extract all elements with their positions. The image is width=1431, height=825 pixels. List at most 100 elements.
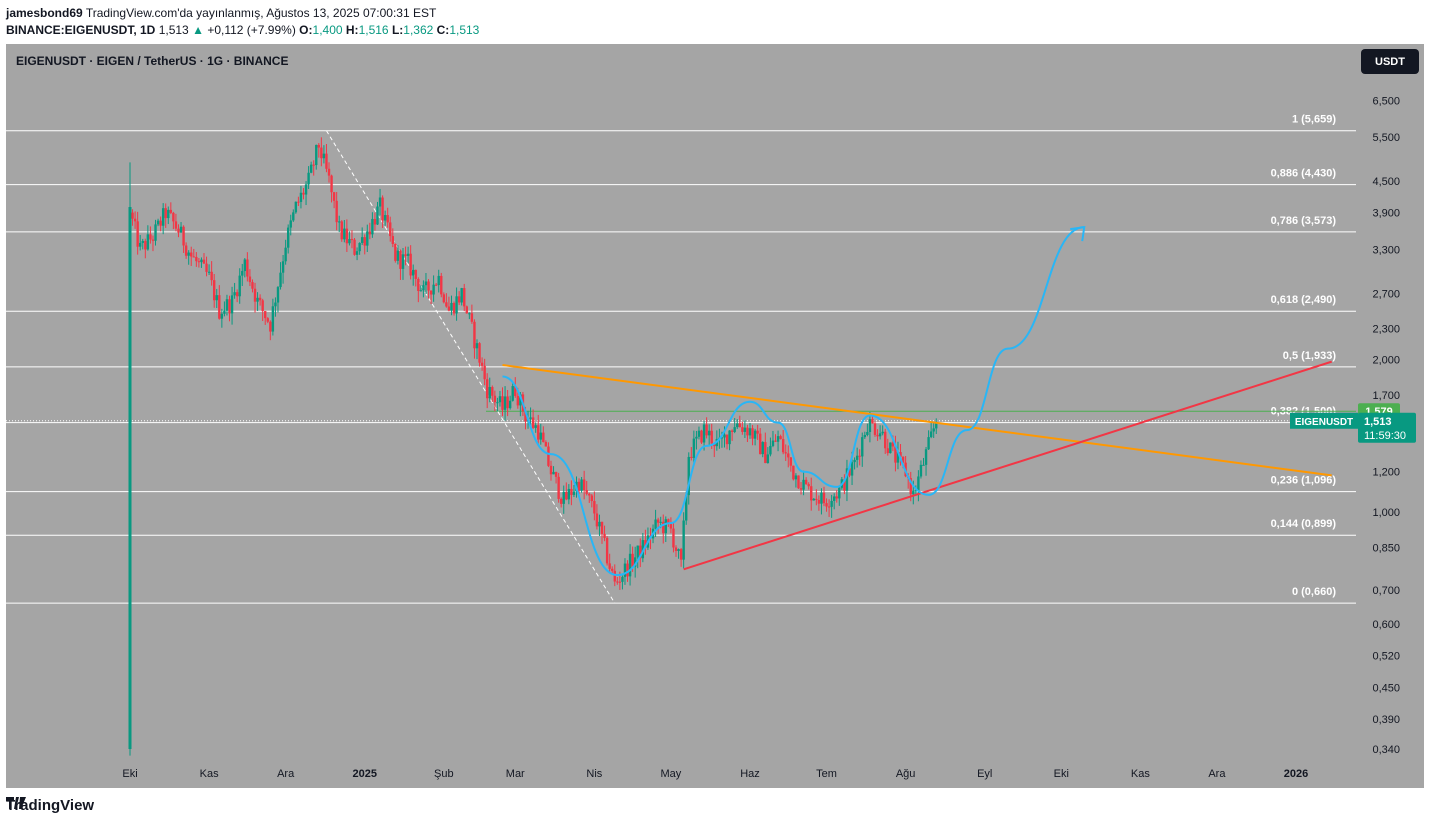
candle xyxy=(473,321,476,349)
x-tick-label: Eki xyxy=(1054,768,1069,780)
orange-trendline xyxy=(502,363,1332,477)
x-tick-label: Kas xyxy=(1131,768,1150,780)
candle xyxy=(141,240,144,243)
chart-area[interactable]: 6,500 5,500 4,500 3,900 3,300 2,700 2,300 2,000… xyxy=(6,44,1424,788)
candle xyxy=(830,500,833,507)
y-tick-label: 0,850 xyxy=(1372,543,1400,555)
candle xyxy=(292,212,295,221)
x-tick-label: 2025 xyxy=(352,768,376,780)
candle xyxy=(133,218,137,222)
candle xyxy=(348,239,351,244)
fib-level-label: 1 (5,659) xyxy=(1292,114,1336,126)
candle xyxy=(815,498,818,501)
fib-level-label: 0 (0,660) xyxy=(1292,586,1336,598)
candle xyxy=(442,294,446,303)
candle xyxy=(935,423,938,429)
candle xyxy=(424,281,428,286)
candle xyxy=(297,201,300,203)
candle xyxy=(838,487,841,499)
candle xyxy=(182,226,185,246)
candle xyxy=(335,200,338,223)
candle xyxy=(608,563,611,569)
candle xyxy=(789,457,793,466)
candle xyxy=(491,387,494,396)
candle xyxy=(792,465,795,480)
tradingview-footer: TradingView xyxy=(6,797,94,814)
candle xyxy=(736,423,739,428)
candle xyxy=(187,252,190,256)
x-tick-label: Kas xyxy=(200,768,219,780)
candle xyxy=(799,488,803,490)
candle xyxy=(616,581,619,583)
candle xyxy=(549,465,553,475)
candle xyxy=(516,395,520,406)
candle xyxy=(475,343,479,349)
publish-date: TradingView.com'da yayınlanmış, Ağustos … xyxy=(85,6,437,20)
candle xyxy=(590,495,594,502)
candle xyxy=(350,239,354,241)
candle xyxy=(246,259,249,277)
candle xyxy=(759,433,762,455)
candle xyxy=(639,545,642,559)
candle xyxy=(465,306,468,314)
candle xyxy=(912,490,915,495)
candle xyxy=(909,478,912,495)
candle xyxy=(289,220,292,228)
candle xyxy=(225,299,229,311)
candle xyxy=(363,237,366,246)
candle xyxy=(539,432,542,440)
candle xyxy=(565,491,568,500)
candle xyxy=(478,343,481,363)
candle xyxy=(355,251,359,255)
candle xyxy=(853,459,856,463)
candle xyxy=(338,221,341,223)
candle xyxy=(595,513,599,527)
candle xyxy=(817,500,821,504)
candle xyxy=(756,430,759,434)
candle xyxy=(695,436,698,439)
candle xyxy=(228,299,231,314)
currency-button[interactable]: USDT xyxy=(1361,49,1419,74)
candle xyxy=(460,288,463,303)
candle xyxy=(804,479,808,485)
candle xyxy=(322,153,326,159)
candle xyxy=(271,306,275,332)
candle xyxy=(422,285,425,291)
candle xyxy=(445,302,448,307)
fib-level-label: 0,144 (0,899) xyxy=(1271,518,1337,530)
candle xyxy=(713,443,716,447)
x-tick-label: Mar xyxy=(506,768,525,780)
candle xyxy=(417,278,420,291)
candle xyxy=(281,261,285,273)
candle xyxy=(468,313,471,315)
candle xyxy=(447,306,451,311)
candle xyxy=(730,430,734,432)
candle xyxy=(544,442,548,447)
candle xyxy=(276,287,280,303)
candle xyxy=(343,228,346,240)
chart-title: EIGENUSDT · EIGEN / TetherUS · 1G · BINA… xyxy=(16,54,289,68)
x-tick-label: Ara xyxy=(1208,768,1226,780)
candle xyxy=(340,221,343,240)
y-tick-label: 0,340 xyxy=(1372,744,1400,756)
candle xyxy=(871,419,874,424)
candle xyxy=(873,423,877,435)
candle xyxy=(452,302,456,314)
candle xyxy=(368,231,372,235)
candle xyxy=(807,484,810,487)
candle xyxy=(884,431,887,449)
candle xyxy=(404,254,407,256)
candle xyxy=(687,456,690,496)
candle xyxy=(779,436,782,440)
candle xyxy=(542,432,545,443)
candle xyxy=(552,471,555,475)
y-tick-label: 0,600 xyxy=(1372,619,1400,631)
price-chart[interactable]: 6,500 5,500 4,500 3,900 3,300 2,700 2,300 2,000… xyxy=(6,44,1424,788)
candle xyxy=(766,454,770,464)
candle xyxy=(748,428,752,436)
candle xyxy=(623,563,627,577)
candle xyxy=(427,281,430,291)
candle xyxy=(707,430,711,436)
candle xyxy=(585,490,588,494)
candle xyxy=(381,197,384,221)
